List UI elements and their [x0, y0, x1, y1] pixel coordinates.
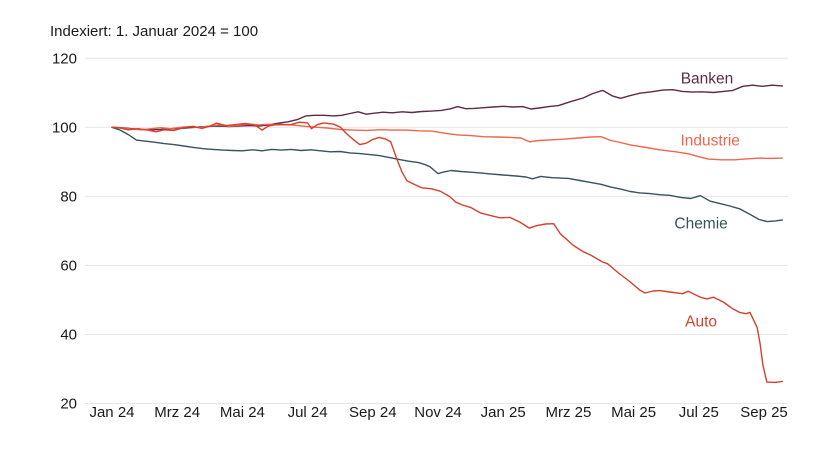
x-tick-label: Mai 25: [611, 404, 656, 421]
x-tick-label: Jul 24: [288, 404, 328, 421]
chart-title: Indexiert: 1. Januar 2024 = 100: [50, 23, 259, 40]
x-tick-label: Jan 25: [481, 404, 526, 421]
series-label-banken: Banken: [681, 71, 734, 88]
y-tick-label: 60: [60, 257, 77, 274]
series-label-industrie: Industrie: [680, 133, 739, 150]
x-tick-label: Mrz 24: [154, 404, 200, 421]
series-lines: [111, 84, 783, 384]
y-tick-label: 120: [52, 50, 77, 67]
series-line-chemie: [111, 126, 783, 223]
x-tick-label: Sep 25: [740, 404, 788, 421]
y-tick-label: 40: [60, 327, 77, 344]
gridlines: [85, 57, 788, 404]
series-line-auto: [111, 121, 783, 384]
y-tick-label: 100: [52, 119, 77, 136]
series-labels: Banken Industrie Chemie Auto: [674, 71, 740, 331]
y-tick-label: 80: [60, 188, 77, 205]
y-axis-labels: 20 40 60 80 100 120: [52, 50, 77, 412]
y-tick-label: 20: [60, 396, 77, 413]
x-tick-label: Mai 24: [220, 404, 265, 421]
x-tick-label: Jul 25: [679, 404, 719, 421]
x-tick-label: Sep 24: [349, 404, 397, 421]
x-tick-label: Mrz 25: [545, 404, 591, 421]
x-axis-labels: Jan 24 Mrz 24 Mai 24 Jul 24 Sep 24 Nov 24 Jan …: [89, 404, 787, 421]
x-tick-label: Nov 24: [414, 404, 462, 421]
x-tick-label: Jan 24: [89, 404, 134, 421]
series-line-banken: [111, 84, 783, 131]
series-label-chemie: Chemie: [674, 216, 727, 233]
series-label-auto: Auto: [685, 314, 717, 331]
